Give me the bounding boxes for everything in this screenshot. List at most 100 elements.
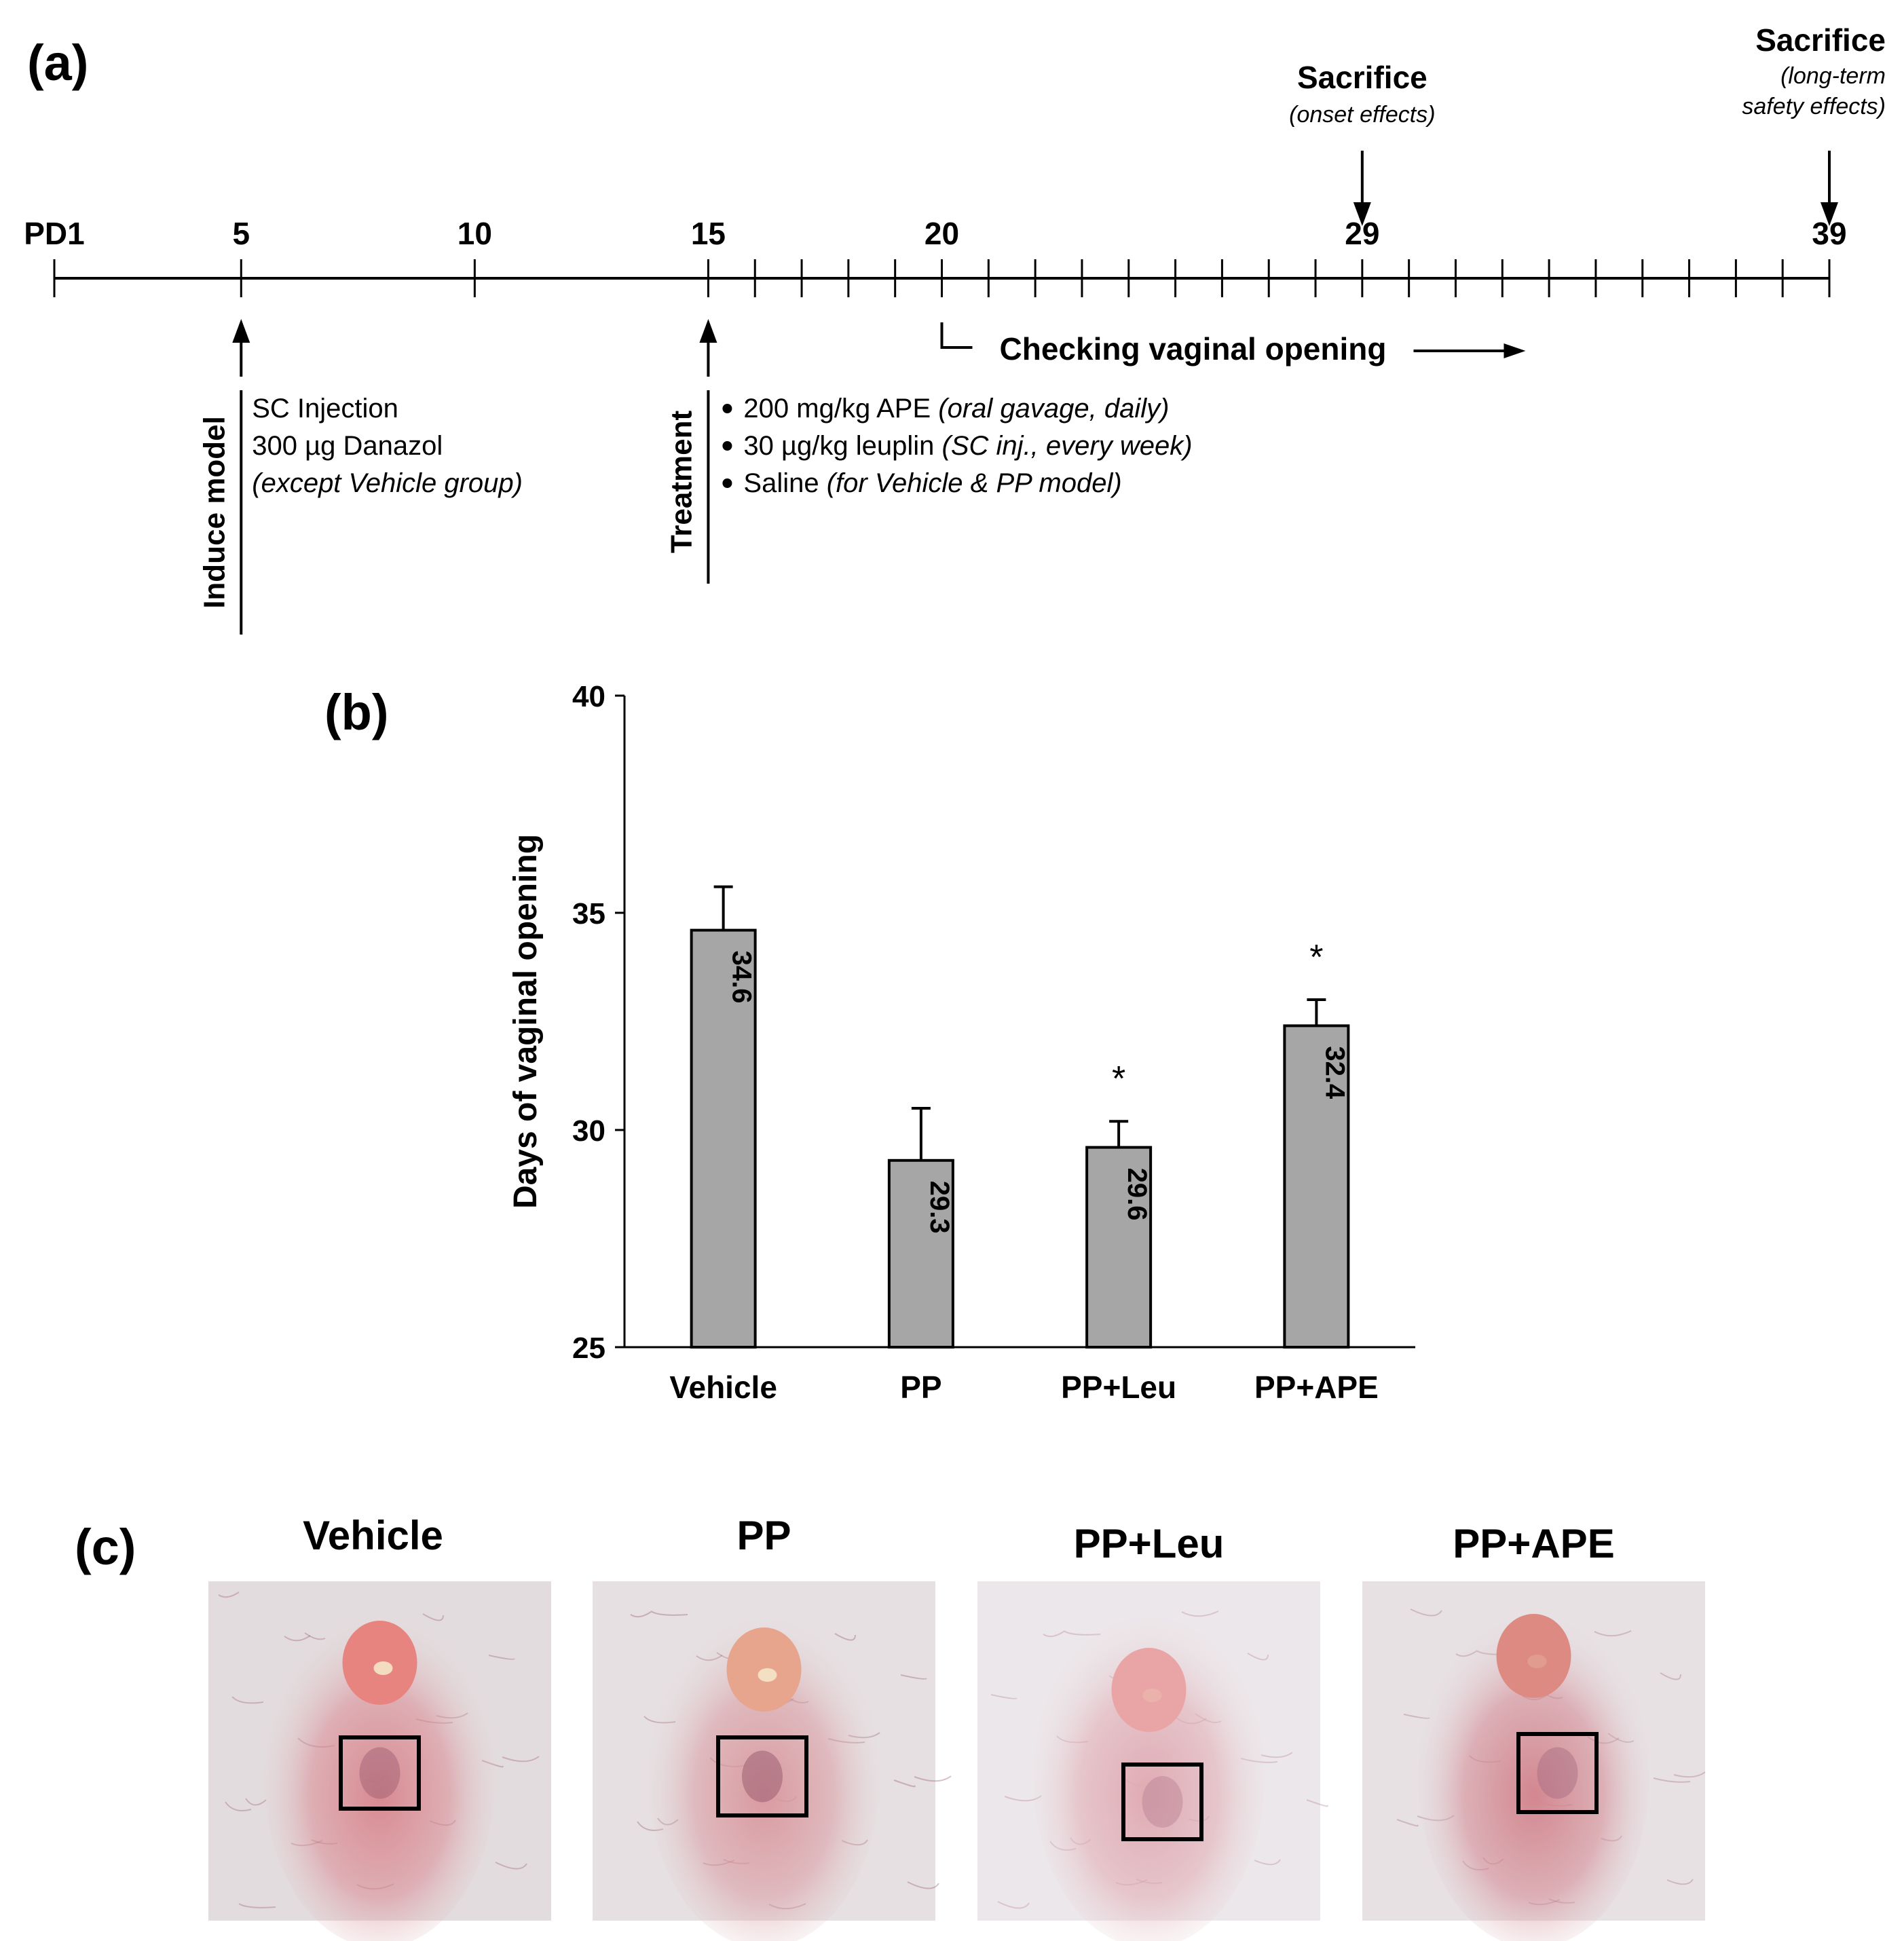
bar: [1085, 1146, 1153, 1349]
timeline-day-label: 20: [925, 216, 959, 251]
bullet-icon: [722, 404, 732, 413]
region-of-interest-box: [716, 1735, 808, 1817]
bar-value-label: 29.3: [925, 1181, 954, 1234]
x-category-label: PP+Leu: [1061, 1370, 1176, 1405]
fur-texture: [1653, 1777, 1691, 1783]
fur-texture: [245, 1798, 267, 1806]
fur-texture: [1181, 1610, 1219, 1617]
timeline-day-label: 5: [232, 216, 250, 251]
fur-texture: [218, 1591, 240, 1598]
induce-line-1: SC Injection: [252, 394, 398, 423]
bar-value-label: 29.6: [1122, 1168, 1152, 1221]
treatment-item: 200 mg/kg APE (oral gavage, daily): [743, 394, 1169, 423]
bar: [887, 1158, 954, 1349]
fur-texture: [225, 1801, 252, 1811]
induce-line-3: (except Vehicle group): [252, 468, 523, 498]
timeline-day-label: 10: [458, 216, 492, 251]
fur-texture: [231, 1696, 264, 1704]
photo-panel: Vehicle: [208, 1513, 551, 1941]
bar-group: 34.6 Vehicle: [669, 885, 777, 1405]
photo-title: PP: [736, 1513, 791, 1558]
treatment-annotation: Treatment 200 mg/kg APE (oral gavage, da…: [665, 319, 1193, 584]
panel-b-label: (b): [324, 684, 389, 740]
highlight: [1142, 1689, 1162, 1702]
highlight: [1527, 1655, 1547, 1668]
treatment-item-note: (for Vehicle & PP model): [827, 468, 1122, 498]
bullet-icon: [722, 478, 732, 488]
y-tick-label: 40: [572, 680, 605, 713]
panel-c-label: (c): [75, 1519, 136, 1575]
fur-texture: [488, 1655, 515, 1660]
sacrifice-long-note-line2: safety effects): [1742, 94, 1886, 119]
y-axis-label: Days of vaginal opening: [508, 834, 544, 1209]
timeline-day-label: PD1: [24, 216, 84, 251]
bar-value-label: 34.6: [727, 951, 757, 1004]
bar: [1283, 1024, 1350, 1349]
sacrifice-onset-annotation: Sacrifice (onset effects): [1289, 60, 1436, 226]
fur-texture: [1254, 1859, 1281, 1866]
checking-vaginal-opening-annotation: Checking vaginal opening: [940, 322, 1526, 366]
bar: [690, 928, 757, 1349]
treatment-item-note: (SC inj., every week): [942, 431, 1193, 461]
highlight: [373, 1661, 393, 1675]
down-arrow-icon: [1821, 202, 1838, 226]
photo-panel: PP+APE: [1362, 1521, 1706, 1941]
x-category-label: PP+APE: [1254, 1370, 1379, 1405]
treatment-vertical-label: Treatment: [665, 411, 698, 554]
panel-a-label: (a): [27, 35, 88, 91]
down-arrow-icon: [1353, 202, 1371, 226]
fur-texture: [1247, 1653, 1269, 1661]
treatment-item-main: 200 mg/kg APE: [743, 394, 938, 423]
fur-texture: [284, 1635, 311, 1642]
sacrifice-long-term-annotation: Sacrifice (long-term safety effects): [1742, 22, 1886, 226]
checking-bracket: [940, 322, 973, 349]
induce-line-2: 300 µg Danazol: [252, 431, 443, 461]
region-of-interest-box: [1121, 1763, 1203, 1841]
right-arrow-icon: [1504, 343, 1526, 358]
panel-b-bar-chart: (b) Days of vaginal opening 25 30 35 40 34.…: [324, 680, 1415, 1405]
significance-marker: *: [1309, 938, 1323, 977]
fur-texture: [990, 1694, 1018, 1699]
panel-c-photos: (c) Vehicle PP PP+Leu PP+APE: [75, 1513, 1706, 1941]
fur-texture: [238, 1903, 276, 1908]
fur-texture: [1261, 1752, 1293, 1758]
fur-texture: [495, 1862, 527, 1870]
fur-texture: [893, 1779, 916, 1788]
treatment-item: 30 µg/kg leuplin (SC inj., every week): [743, 431, 1192, 461]
induce-model-vertical-label: Induce model: [198, 416, 231, 609]
genital-papilla: [1111, 1648, 1187, 1732]
region-of-interest-box: [339, 1735, 421, 1811]
vaginal-region: [742, 1750, 783, 1803]
photo-title: Vehicle: [303, 1513, 443, 1558]
fur-texture: [834, 1633, 856, 1641]
bar-value-label: 32.4: [1320, 1046, 1349, 1099]
genital-papilla: [1496, 1614, 1571, 1698]
fur-texture: [1396, 1819, 1419, 1827]
fur-texture: [1666, 1879, 1694, 1885]
sacrifice-long-title: Sacrifice: [1755, 22, 1886, 58]
sacrifice-onset-title: Sacrifice: [1297, 60, 1427, 95]
photo-title: PP+APE: [1453, 1521, 1614, 1566]
fur-texture: [1410, 1608, 1442, 1617]
bars: 34.6 Vehicle 29.3 PP 29.6 PP+Leu * 32.4 PP+APE *: [669, 885, 1379, 1405]
sacrifice-onset-note: (onset effects): [1289, 102, 1435, 128]
treatment-item-main: 30 µg/kg leuplin: [743, 431, 941, 461]
vaginal-region: [359, 1747, 400, 1799]
fur-texture: [1660, 1672, 1681, 1680]
skin-region: [648, 1608, 880, 1941]
treatment-item-note: (oral gavage, daily): [938, 394, 1169, 423]
fur-texture: [914, 1775, 952, 1782]
highlight: [758, 1668, 777, 1682]
treatment-item-main: Saline: [743, 468, 826, 498]
panel-a-timeline: (a) PD1 5 10 15 20 29 39 Sacrifice (onset effe…: [24, 22, 1886, 635]
up-arrow-icon: [232, 319, 250, 343]
induce-model-annotation: Induce model SC Injection 300 µg Danazol…: [198, 319, 523, 635]
up-arrow-icon: [699, 319, 717, 343]
skin-region: [264, 1608, 496, 1941]
vaginal-region: [1537, 1747, 1578, 1799]
region-of-interest-box: [1516, 1732, 1599, 1814]
y-axis-ticks: 25 30 35 40: [572, 680, 624, 1365]
photo-panel: PP+Leu: [977, 1521, 1328, 1941]
